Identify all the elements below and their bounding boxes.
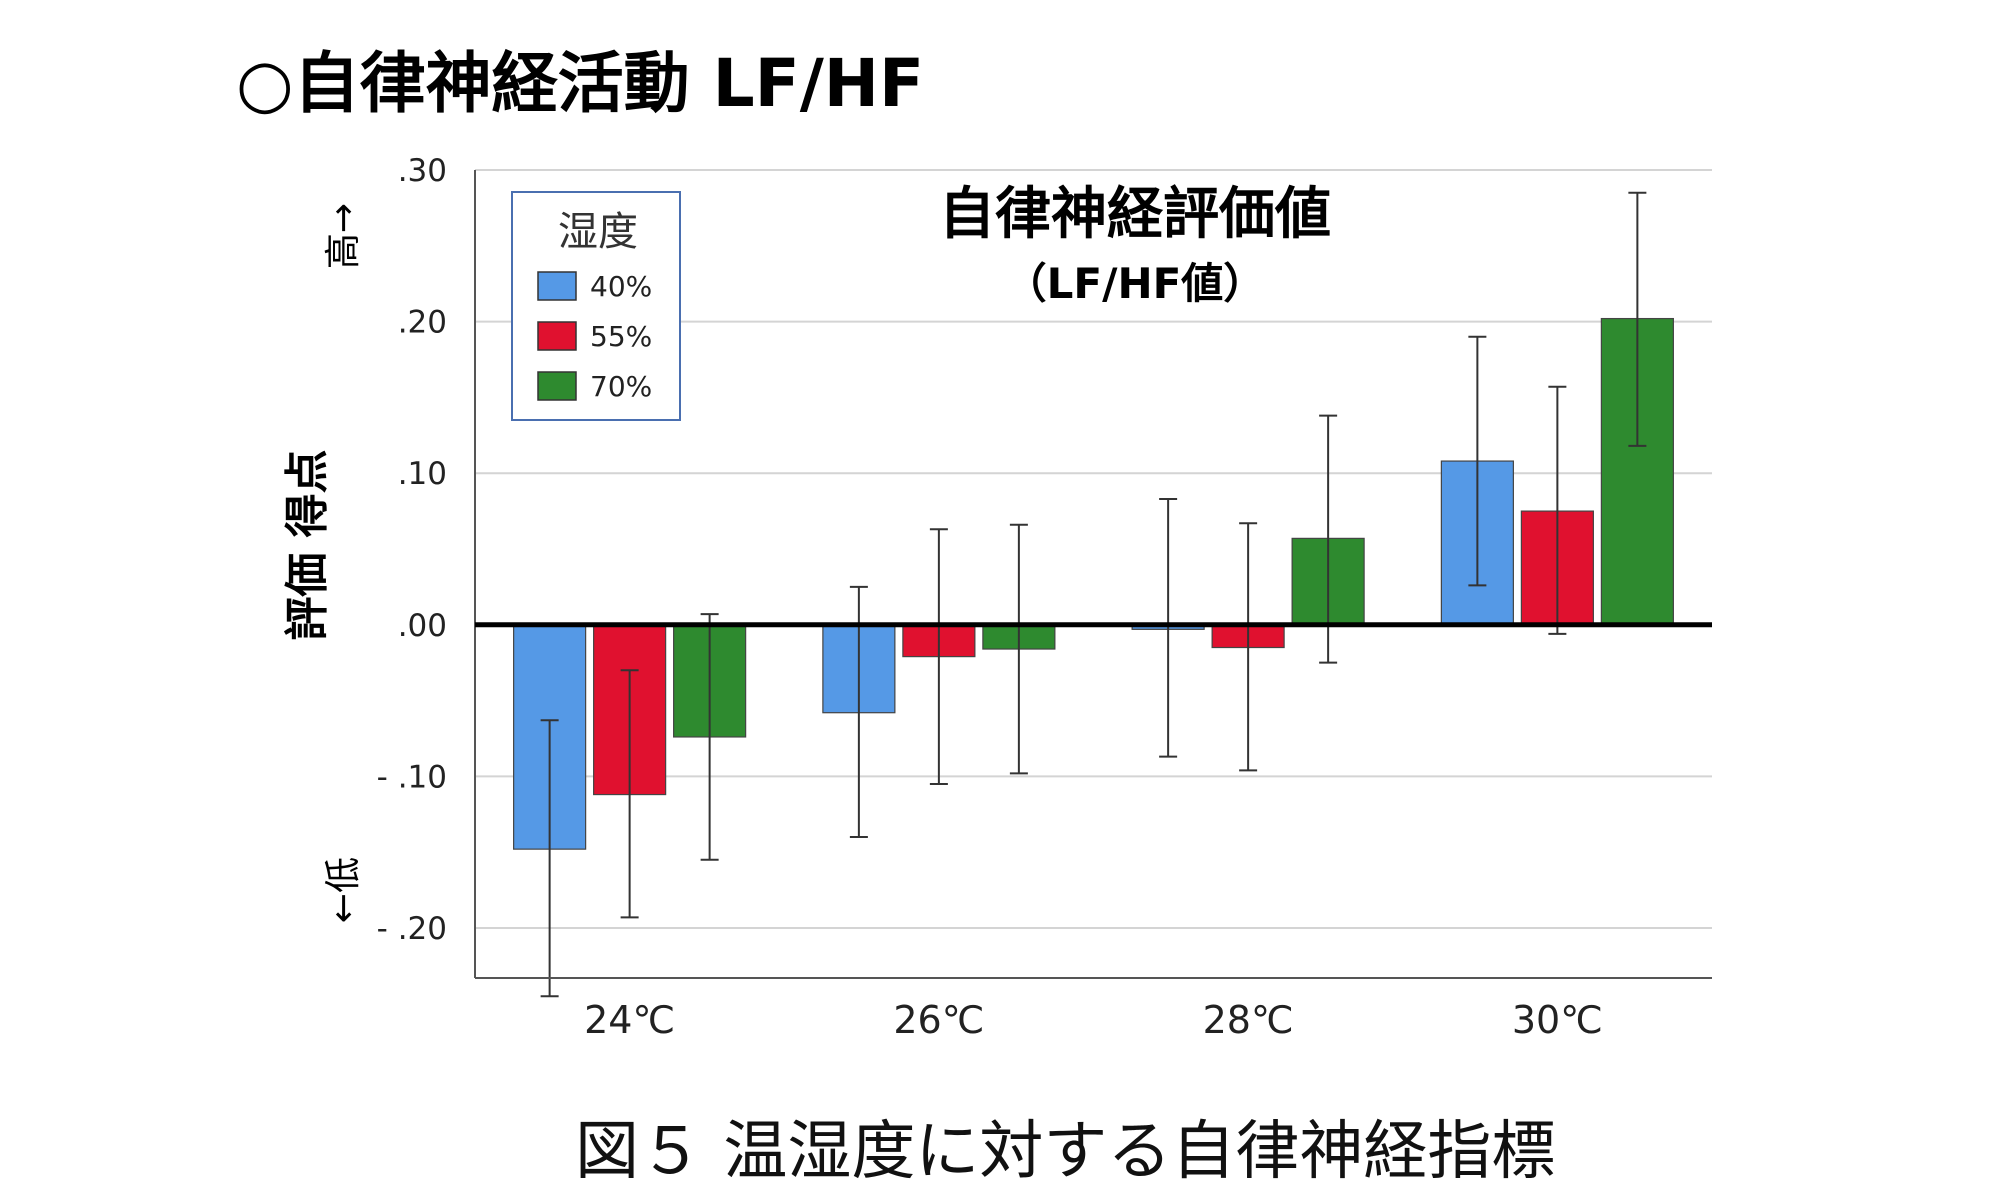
legend-title: 湿度 (558, 209, 638, 255)
category-labels: 24℃ 26℃ 28℃ 30℃ (584, 998, 1603, 1042)
legend-swatch (537, 321, 577, 351)
error-bars (540, 191, 1647, 998)
y-tick-label: .00 (398, 608, 447, 644)
figure-caption: 図５ 温湿度に対する自律神経指標 (575, 1115, 1556, 1189)
y-axis-label: 評価 得点 (282, 449, 333, 640)
y-tick-label: .30 (398, 153, 447, 189)
y-tick-labels: .30 .20 .10 .00 - .10 - .20 (377, 153, 447, 947)
legend-item-label: 70% (590, 370, 652, 403)
y-low-label: ←低 (323, 857, 364, 923)
y-high-label: 高→ (323, 203, 364, 269)
y-tick-label: - .20 (377, 911, 447, 947)
legend-swatch (537, 271, 577, 301)
legend-swatch (537, 371, 577, 401)
y-tick-label: .20 (398, 305, 447, 341)
category-label: 30℃ (1512, 998, 1603, 1042)
bars (513, 317, 1674, 850)
y-tick-label: - .10 (377, 759, 447, 795)
chart-title: 自律神経評価値 (939, 182, 1331, 247)
y-tick-label: .10 (398, 456, 447, 492)
chart: .30 .20 .10 .00 - .10 - .20 24℃ 26℃ 28℃ 30℃ 自律神経… (282, 153, 1712, 1042)
category-label: 28℃ (1203, 998, 1294, 1042)
category-label: 26℃ (893, 998, 984, 1042)
legend-items: 40% 55% 70% (537, 270, 652, 403)
axes (474, 170, 1712, 979)
category-label: 24℃ (584, 998, 675, 1042)
page-title: ○自律神経活動 LF/HF (236, 45, 925, 122)
chart-subtitle: （LF/HF値） (1005, 259, 1266, 308)
legend-item-label: 40% (590, 270, 652, 303)
legend-item-label: 55% (590, 320, 652, 353)
legend: 湿度 40% 55% 70% (511, 191, 681, 421)
